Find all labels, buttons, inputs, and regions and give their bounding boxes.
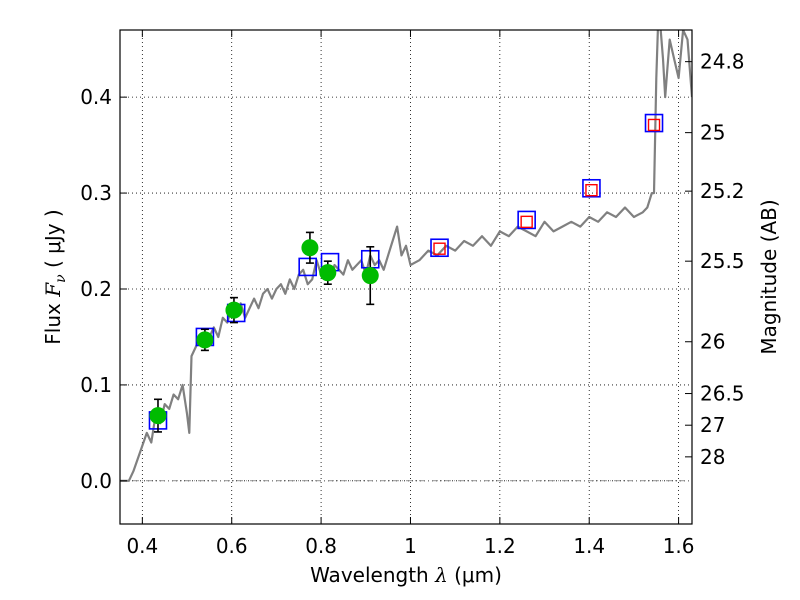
red-square-marker [433,242,446,255]
y-tick-label: 0.0 [80,469,112,493]
photometry-point [301,239,319,257]
spectrum-line-group [120,30,692,482]
y2-tick-label: 24.8 [700,50,745,74]
x-tick-label: 0.4 [126,534,158,558]
x-tick-label: 1 [404,534,417,558]
photometry-point [361,267,379,285]
blue-square-marker [517,210,536,230]
red-square-marker [520,215,533,229]
photometry-point [196,331,214,349]
y2-axis-ticks: 24.8 25 25.2 25.5 26 26.5 27 28 [685,50,745,469]
x-tick-label: 0.8 [305,534,337,558]
y-tick-label: 0.2 [80,277,112,301]
x-tick-label: 1.4 [573,534,605,558]
x-tick-label: 1.2 [484,534,516,558]
y2-tick-label: 27 [700,413,725,437]
gridlines [120,30,692,524]
x-axis-ticks: 0.4 0.6 0.8 1 1.2 1.4 1.6 [126,30,695,558]
y2-tick-label: 25.2 [700,179,745,203]
red-square-marker [585,183,598,197]
photometry-point [319,264,337,282]
x-tick-label: 1.6 [663,534,695,558]
plot-frame [119,29,693,525]
blue-square-marker [430,238,449,258]
y2-tick-label: 28 [700,445,725,469]
spectrum-line [120,30,692,482]
y-tick-label: 0.4 [80,85,112,109]
y2-tick-label: 25.5 [700,249,745,273]
photometry-point [149,407,167,425]
blue-square-marker [298,257,317,277]
y-axis-title: Flux Fν ( μJy ) [41,209,69,344]
blue-square-marker [644,113,664,133]
red-square-marker [647,118,661,132]
x-tick-label: 0.6 [216,534,248,558]
y-tick-label: 0.3 [80,181,112,205]
x-axis-title: Wavelength λ (μm) [310,563,502,587]
photometry-points [149,231,379,433]
y2-tick-label: 26.5 [700,382,745,406]
y2-tick-label: 25 [700,121,725,145]
blue-square-marker [582,178,601,198]
y-tick-label: 0.1 [80,373,112,397]
y2-tick-label: 26 [700,330,725,354]
model-square-markers [148,113,664,430]
y-axis-ticks: 0.0 0.1 0.2 0.3 0.4 [80,85,127,493]
photometry-point [225,301,243,319]
y2-axis-title: Magnitude (AB) [757,199,781,354]
